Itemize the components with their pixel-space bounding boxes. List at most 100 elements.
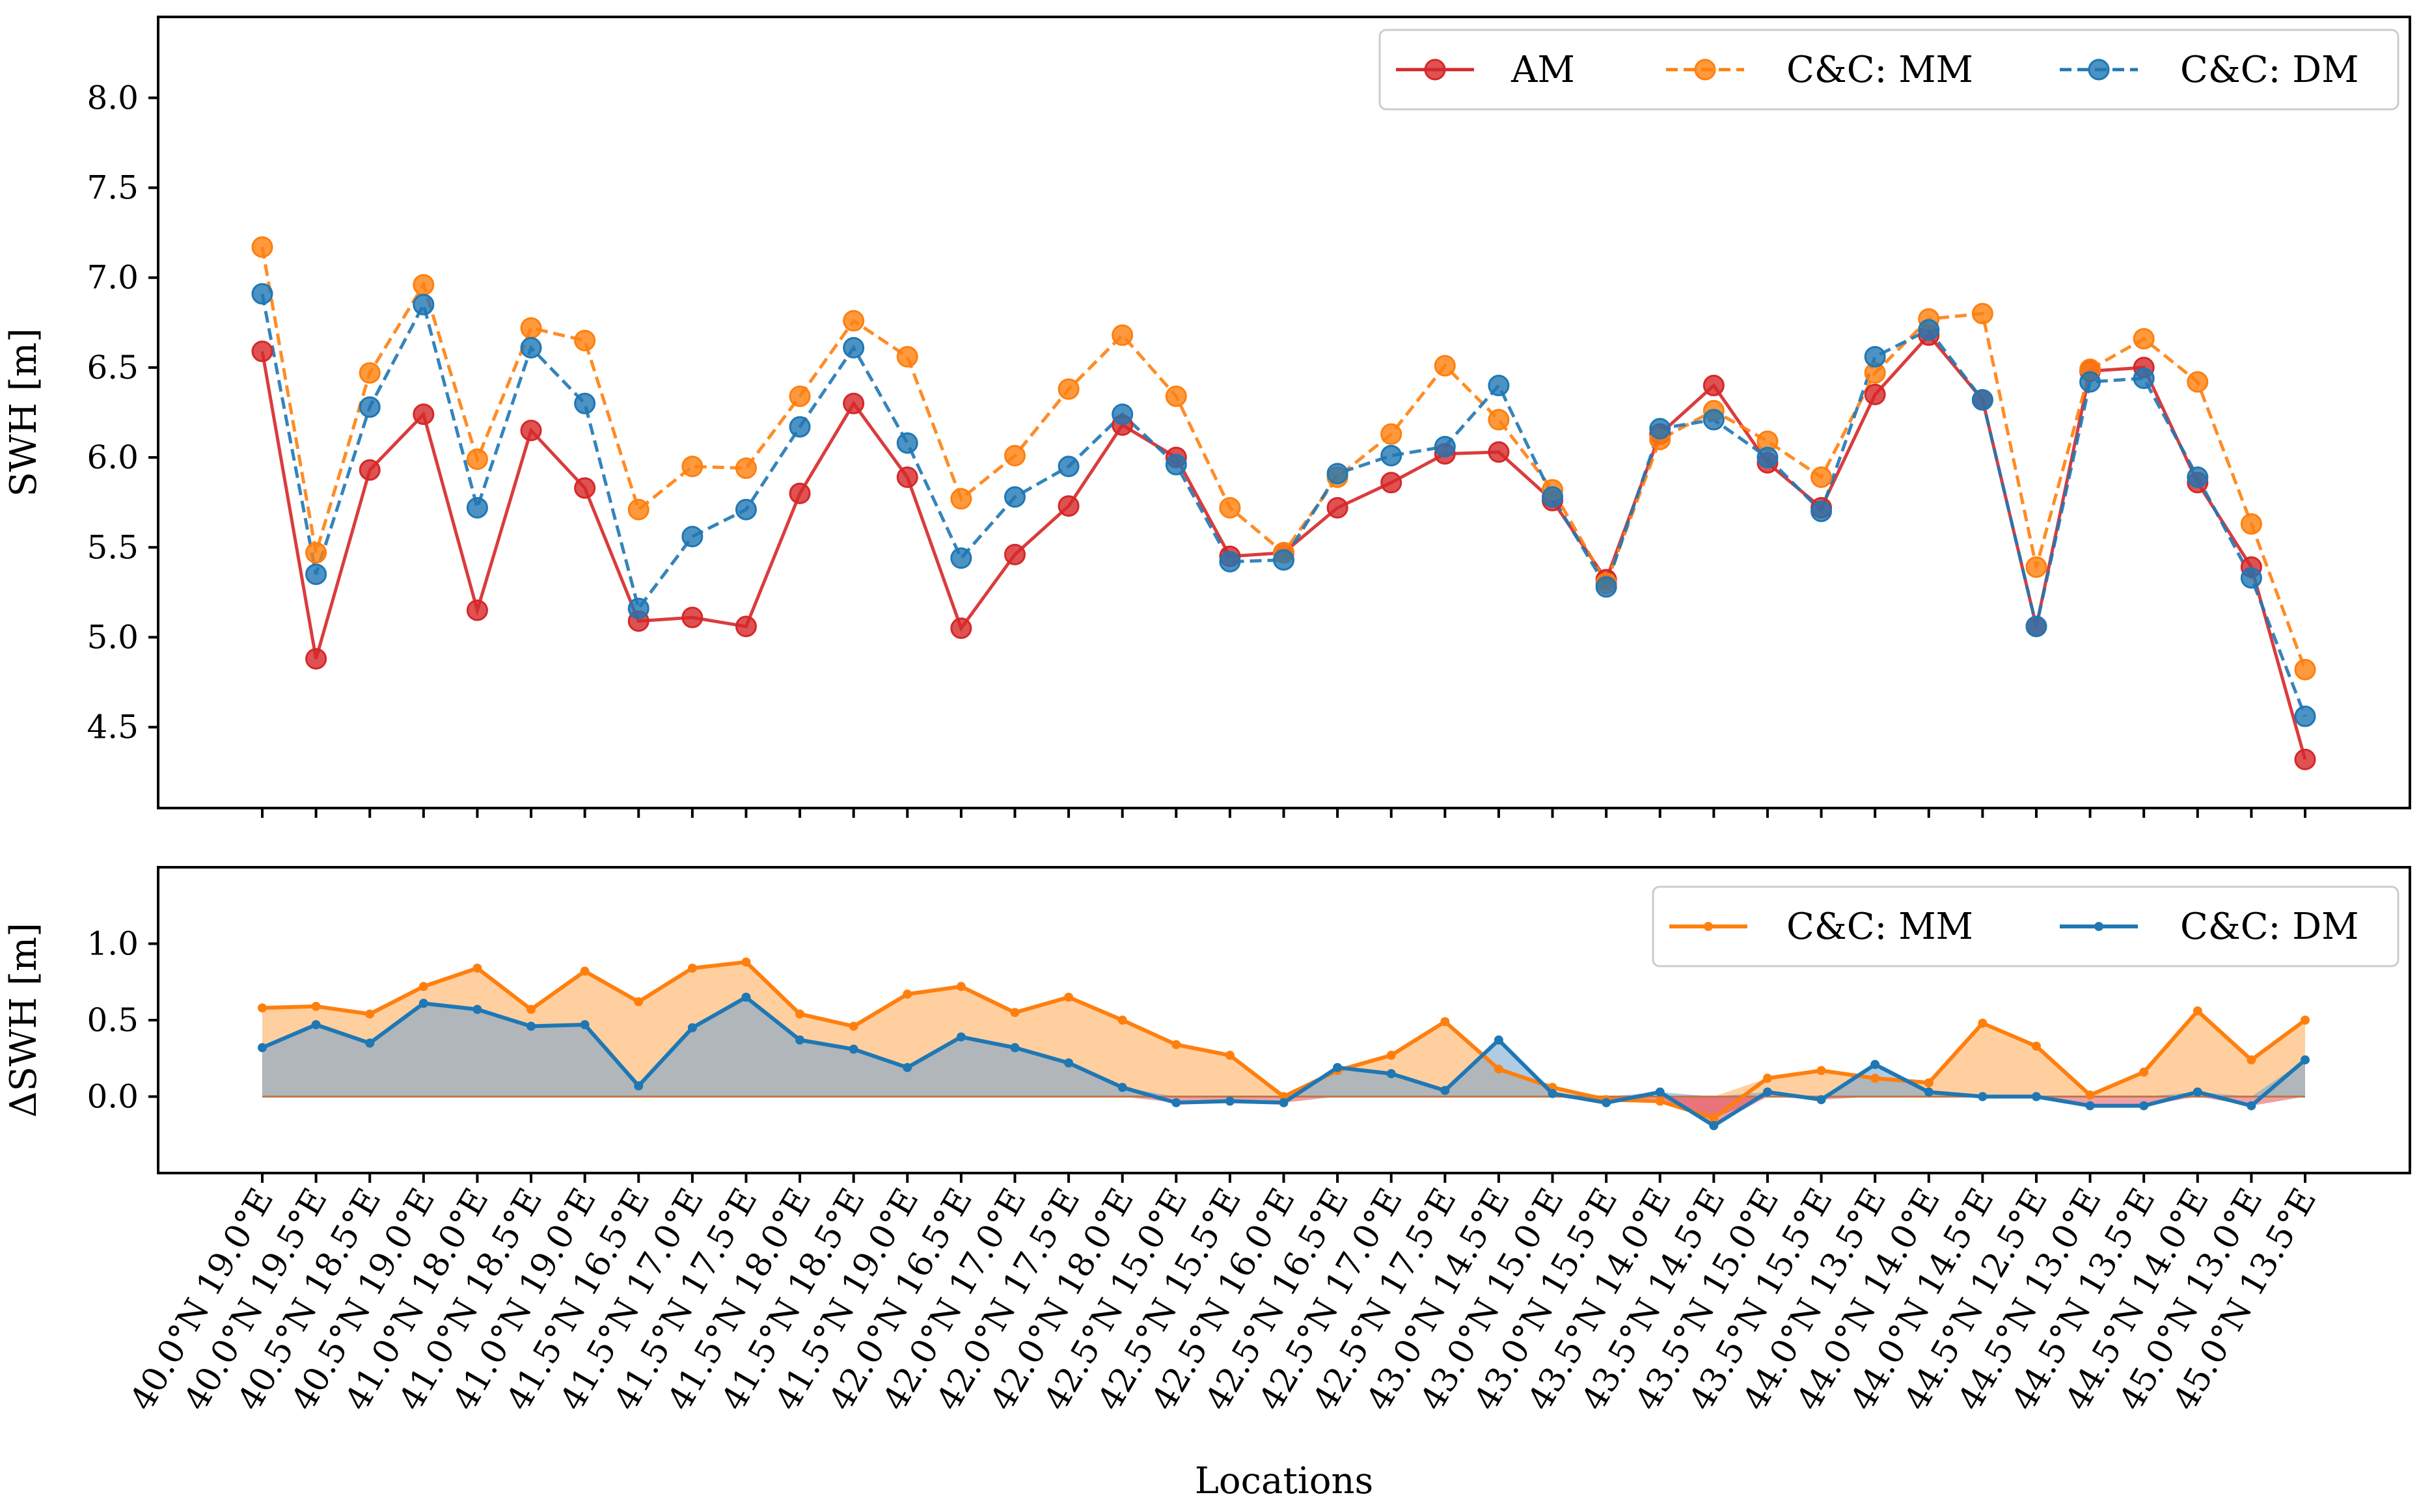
delta-point-mm — [2085, 1090, 2095, 1100]
delta-point-dm — [741, 992, 751, 1002]
delta-point-dm — [1279, 1098, 1289, 1107]
point-mm — [681, 455, 704, 478]
legend-dm-marker — [2088, 59, 2110, 81]
point-am — [681, 606, 704, 628]
point-dm — [466, 496, 488, 519]
delta-point-mm — [2139, 1067, 2149, 1077]
top-legend-entry-mm[interactable]: C&C: MM — [1666, 49, 1973, 91]
point-mm — [520, 317, 542, 339]
point-mm — [1488, 409, 1510, 431]
bottom-legend[interactable]: C&C: MM C&C: DM — [1652, 885, 2399, 967]
point-dm — [1649, 418, 1671, 440]
point-dm — [1756, 446, 1779, 468]
delta-point-dm — [1816, 1095, 1826, 1105]
delta-point-dm — [2139, 1101, 2149, 1111]
top-plot-area — [251, 236, 2316, 770]
point-mm — [1971, 303, 1993, 325]
point-am — [950, 617, 972, 640]
delta-point-dm — [1548, 1088, 1557, 1098]
bottom-plot-area — [258, 957, 2310, 1131]
delta-point-dm — [903, 1062, 912, 1072]
delta-point-dm — [1494, 1035, 1503, 1045]
delta-point-mm — [687, 964, 697, 973]
point-dm — [1811, 500, 1833, 522]
top-ytick-label: 7.0 — [87, 259, 139, 297]
point-dm — [843, 337, 865, 359]
point-am — [574, 477, 596, 499]
point-dm — [413, 293, 435, 316]
top-ytick-label: 8.0 — [87, 79, 139, 116]
point-mm — [896, 345, 918, 368]
top-y-ticks: 4.5 5.0 5.5 6.0 6.5 7.0 7.5 8.0 — [87, 79, 158, 746]
legend-mm-label: C&C: MM — [1786, 49, 1973, 91]
bottom-legend-entry-mm[interactable]: C&C: MM — [1669, 906, 1973, 948]
point-dm — [1058, 455, 1080, 478]
x-axis-label: Locations — [1195, 1460, 1374, 1502]
bottom-legend-entry-dm[interactable]: C&C: DM — [2060, 906, 2358, 948]
delta-point-dm — [1709, 1121, 1719, 1131]
point-dm — [627, 597, 649, 619]
top-y-axis-label: SWH [m] — [3, 328, 45, 496]
top-ytick-label: 5.0 — [87, 618, 139, 656]
point-am — [896, 466, 918, 488]
delta-point-mm — [1117, 1016, 1127, 1025]
point-am — [251, 340, 273, 362]
delta-point-dm — [1655, 1087, 1665, 1097]
series-line-dm — [260, 293, 2307, 718]
legend-dm-label: C&C: DM — [2180, 49, 2358, 91]
top-panel: 4.5 5.0 5.5 6.0 6.5 7.0 7.5 8.0 SWH [m] AM C&C:… — [3, 16, 2411, 809]
point-mm — [466, 448, 488, 470]
point-dm — [305, 563, 327, 586]
delta-point-mm — [418, 982, 428, 992]
point-dm — [1488, 375, 1510, 397]
delta-point-mm — [1494, 1064, 1503, 1074]
point-mm — [413, 274, 435, 296]
delta-point-mm — [2031, 1041, 2041, 1051]
point-mm — [950, 488, 972, 510]
point-dm — [735, 498, 757, 520]
point-mm — [2133, 328, 2155, 350]
legend-bottom-mm-marker — [1704, 922, 1713, 931]
point-dm — [1542, 486, 1564, 508]
point-dm — [1971, 389, 1993, 411]
point-mm — [251, 236, 273, 258]
point-am — [1702, 375, 1725, 397]
legend-bottom-mm-label: C&C: MM — [1786, 906, 1973, 948]
point-dm — [789, 416, 811, 438]
point-dm — [2187, 466, 2209, 488]
point-mm — [574, 329, 596, 351]
delta-point-dm — [634, 1081, 644, 1091]
delta-point-dm — [956, 1032, 966, 1042]
top-legend-entry-am[interactable]: AM — [1396, 49, 1575, 91]
top-legend[interactable]: AM C&C: MM C&C: DM — [1378, 29, 2399, 111]
delta-point-mm — [903, 990, 912, 999]
delta-point-dm — [2247, 1101, 2256, 1111]
point-dm — [2240, 567, 2262, 589]
point-dm — [251, 283, 273, 305]
delta-point-dm — [2085, 1101, 2095, 1111]
top-ytick-label: 6.5 — [87, 349, 139, 386]
delta-point-dm — [2193, 1087, 2202, 1097]
point-am — [735, 615, 757, 638]
delta-point-dm — [1602, 1098, 1611, 1107]
delta-point-mm — [1978, 1018, 1988, 1028]
delta-point-dm — [1386, 1069, 1396, 1079]
point-mm — [2025, 556, 2047, 578]
point-am — [1864, 383, 1886, 405]
series-line-mm — [260, 247, 2307, 671]
point-mm — [2240, 513, 2262, 535]
legend-am-label: AM — [1510, 49, 1575, 91]
delta-point-mm — [1870, 1073, 1880, 1083]
point-am — [1380, 472, 1402, 494]
delta-point-mm — [2193, 1006, 2202, 1016]
delta-point-mm — [1655, 1096, 1665, 1106]
delta-point-mm — [2247, 1055, 2256, 1065]
delta-point-dm — [1978, 1092, 1988, 1101]
point-dm — [896, 432, 918, 454]
delta-point-mm — [365, 1009, 375, 1019]
delta-point-dm — [311, 1020, 321, 1030]
top-legend-entry-dm[interactable]: C&C: DM — [2060, 49, 2358, 91]
delta-point-mm — [580, 966, 590, 976]
point-dm — [2133, 367, 2155, 389]
point-mm — [1219, 496, 1241, 519]
